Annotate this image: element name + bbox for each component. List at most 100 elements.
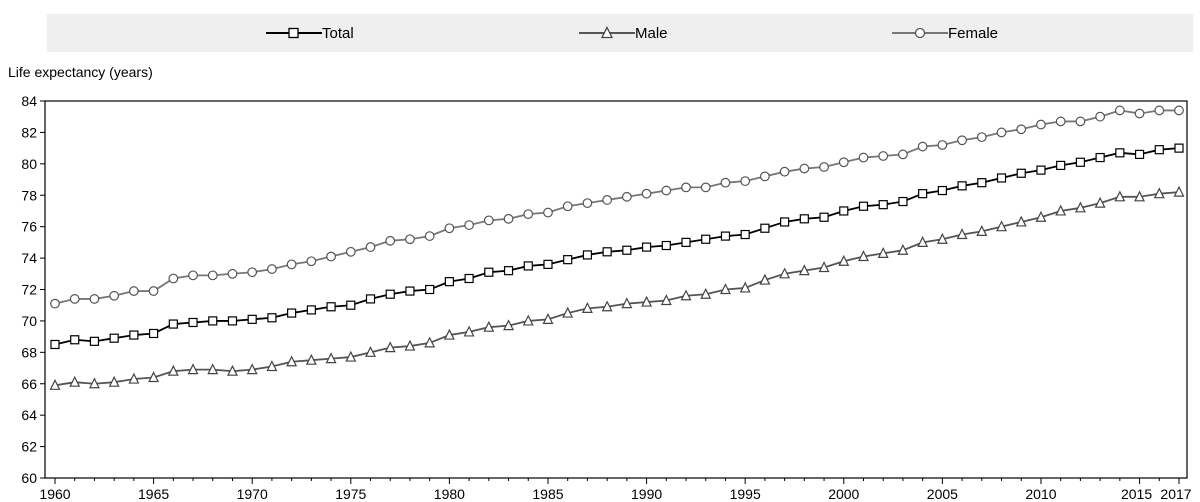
data-point-total [227,316,238,326]
data-point-male [956,228,968,240]
data-point-total [720,231,731,241]
data-point-total [247,314,257,324]
y-tick-label: 60 [21,470,37,486]
data-point-female [700,182,711,193]
data-point-female [267,264,277,274]
data-point-female [740,176,751,187]
y-tick-label: 72 [21,282,37,298]
data-point-total [503,266,514,276]
data-point-female [937,140,948,150]
x-tick-label: 2015 [1121,486,1152,502]
data-point-total [582,250,593,260]
y-tick-label: 76 [21,219,37,235]
data-point-female [247,267,258,278]
data-point-total [70,335,80,345]
data-point-female [444,223,455,234]
y-tick-label: 64 [21,407,37,423]
data-point-total [89,336,100,346]
data-point-female [543,207,553,218]
data-point-male [779,267,791,279]
data-point-male [305,353,317,365]
data-point-male [1055,204,1067,216]
data-point-female [464,220,475,230]
data-point-total [1095,152,1105,163]
data-point-male [207,363,219,375]
y-tick-label: 68 [21,344,37,360]
data-point-female [898,149,908,160]
data-point-male [266,360,278,372]
data-point-total [622,245,632,255]
data-point-total [878,200,888,210]
data-point-male [917,236,929,247]
y-tick-label: 84 [21,93,37,109]
data-point-total [996,173,1007,183]
data-point-male [424,336,436,348]
data-point-total [306,305,316,315]
data-point-male [463,325,475,337]
data-point-male [1153,187,1165,199]
data-point-female [621,191,632,202]
data-point-female [483,215,494,226]
data-point-male [621,297,633,309]
legend-label-male: Male [635,24,668,42]
data-point-female [878,151,889,161]
data-point-male [1015,215,1027,227]
data-point-male [404,339,416,351]
x-tick-label: 1995 [730,486,761,502]
data-point-total [839,206,849,216]
data-point-male [167,364,179,376]
data-point-total [799,214,809,224]
data-point-female [562,201,573,212]
data-point-total [543,259,553,269]
data-point-male [187,363,199,375]
chart-legend: Total Male Female [47,14,1193,52]
data-point-male [562,306,574,318]
y-tick-label: 66 [21,376,37,392]
data-point-female [1174,105,1184,116]
data-point-male [818,261,830,273]
y-tick-label: 62 [21,439,37,455]
data-point-female [207,270,218,281]
data-point-male [601,300,613,312]
data-point-male [108,375,120,387]
legend-label-female: Female [948,24,999,42]
data-point-total [918,189,928,199]
data-point-total [208,316,218,326]
data-point-male [49,378,61,390]
data-point-total [425,284,435,295]
data-point-female [168,273,179,284]
data-point-total [701,234,711,244]
data-point-male [384,341,396,353]
data-point-total [661,240,671,251]
x-tick-label: 1990 [631,486,662,502]
data-point-male [719,283,731,295]
data-point-total [168,319,178,329]
data-point-total [346,300,356,310]
data-point-male [680,289,692,301]
circle-marker-icon [892,27,948,39]
data-point-female [405,234,415,245]
data-point-female [188,270,198,281]
data-point-female [306,256,317,267]
data-point-female [128,286,139,296]
data-point-female [1154,105,1165,116]
data-point-male [739,281,751,293]
legend-item-total: Total [266,14,354,52]
data-point-female [819,162,829,172]
series-line-female [54,109,1179,305]
data-point-female [759,171,770,182]
data-point-female [1134,108,1145,119]
data-point-male [128,372,140,384]
data-point-male [858,250,869,262]
data-point-female [641,188,652,199]
x-tick-label: 1970 [237,486,268,502]
data-point-total [523,261,533,271]
data-point-male [660,294,672,306]
x-tick-label: 2005 [927,486,958,502]
data-point-female [523,209,534,220]
data-point-total [365,294,376,304]
data-point-female [917,141,928,152]
data-point-total [464,273,474,284]
x-tick-label: 1975 [335,486,366,502]
